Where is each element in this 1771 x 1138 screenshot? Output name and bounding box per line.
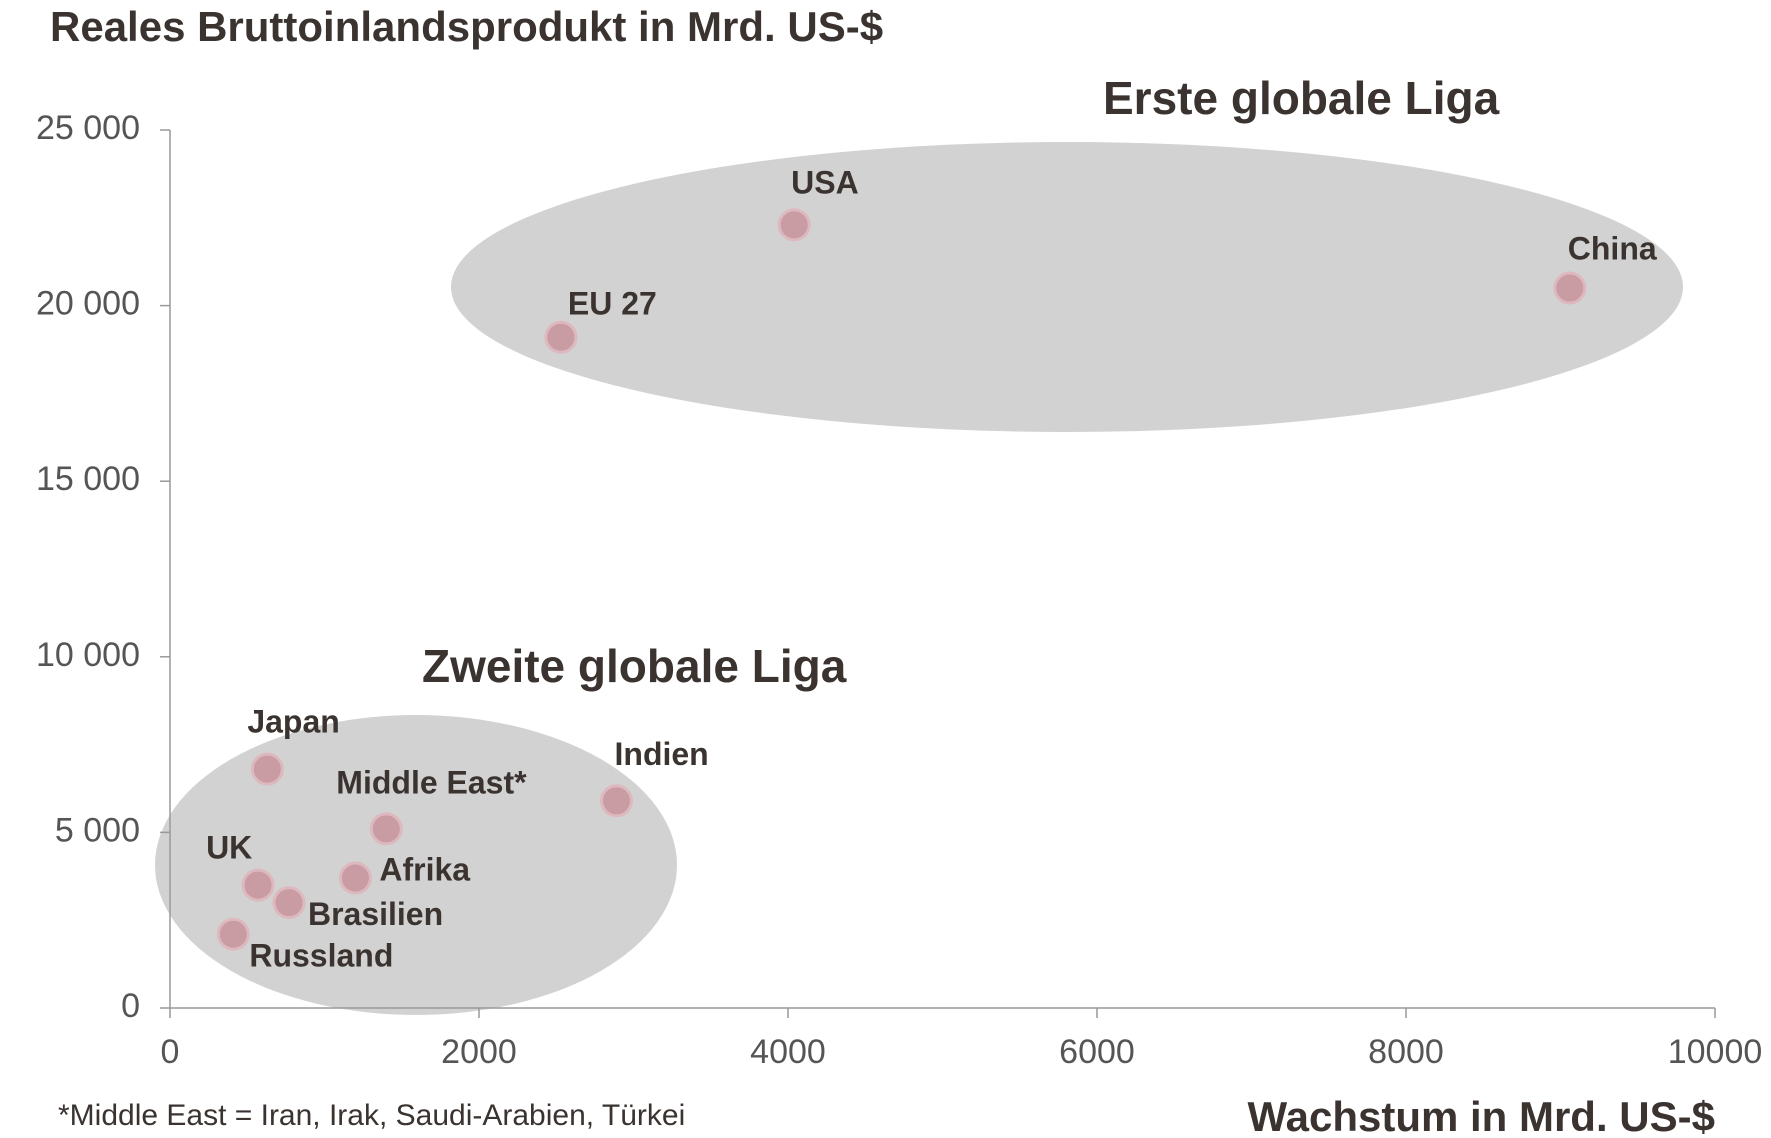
point — [272, 886, 306, 920]
point — [600, 784, 634, 818]
point-label: EU 27 — [568, 286, 657, 322]
group-ellipse — [155, 715, 677, 1015]
point-label: Brasilien — [308, 896, 443, 932]
point — [338, 861, 372, 895]
group-ellipse — [451, 142, 1683, 432]
y-tick-label: 5 000 — [55, 811, 140, 849]
point-label: USA — [791, 164, 859, 200]
point-label: Indien — [615, 736, 709, 772]
y-tick-label: 10 000 — [36, 636, 140, 674]
point — [369, 812, 403, 846]
point — [216, 917, 250, 951]
x-tick-label: 8000 — [1368, 1033, 1444, 1071]
point-label: Afrika — [379, 852, 470, 888]
point-label: UK — [206, 830, 252, 866]
x-tick-label: 2000 — [441, 1033, 517, 1071]
y-tick-label: 20 000 — [36, 285, 140, 323]
annotation: Erste globale Liga — [1103, 72, 1500, 124]
point — [1553, 271, 1587, 305]
point — [241, 868, 275, 902]
x-tick-label: 4000 — [750, 1033, 826, 1071]
point — [544, 320, 578, 354]
point-label: Russland — [249, 938, 393, 974]
point-label: Middle East* — [336, 764, 527, 800]
chart-title: Reales Bruttoinlandsprodukt in Mrd. US-$ — [50, 3, 883, 50]
point — [777, 208, 811, 242]
annotation: Zweite globale Liga — [422, 640, 847, 692]
point — [250, 752, 284, 786]
x-tick-label: 10000 — [1668, 1033, 1763, 1071]
point-label: China — [1568, 230, 1657, 266]
y-tick-label: 15 000 — [36, 460, 140, 498]
y-tick-label: 0 — [121, 987, 140, 1025]
x-tick-label: 0 — [161, 1033, 180, 1071]
point-label: Japan — [247, 704, 339, 740]
footnote: *Middle East = Iran, Irak, Saudi-Arabien… — [58, 1099, 685, 1132]
y-tick-label: 25 000 — [36, 109, 140, 147]
x-axis-label: Wachstum in Mrd. US-$ — [1248, 1093, 1715, 1138]
x-tick-label: 6000 — [1059, 1033, 1135, 1071]
